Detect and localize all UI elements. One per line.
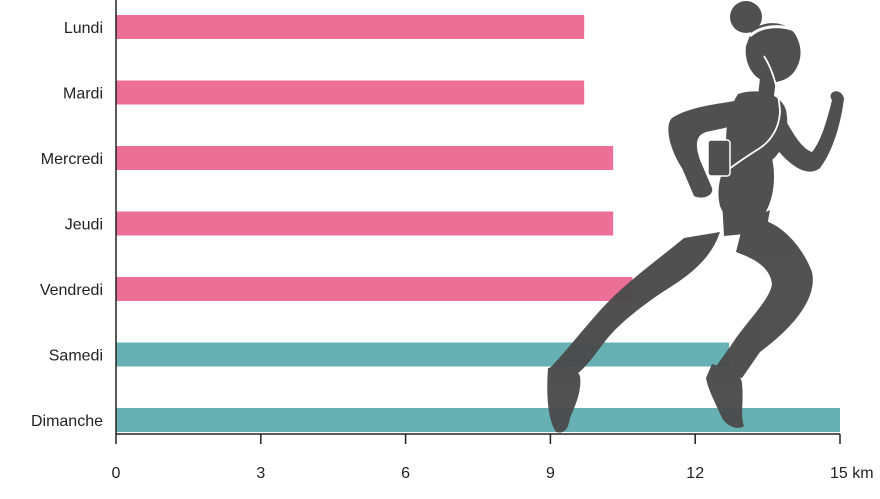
- x-tick-label-15: 15 km: [830, 465, 874, 482]
- category-label-dimanche: Dimanche: [31, 413, 103, 430]
- category-label-mercredi: Mercredi: [41, 151, 103, 168]
- category-label-samedi: Samedi: [49, 348, 103, 365]
- bar-vendredi: [116, 277, 633, 301]
- x-tick-label-12: 12: [686, 465, 704, 482]
- runner-silhouette-icon: [547, 1, 844, 433]
- category-label-mardi: Mardi: [63, 86, 103, 103]
- category-labels: Lundi Mardi Mercredi Jeudi Vendredi Samedi Dim…: [31, 20, 103, 430]
- x-tick-label-6: 6: [401, 465, 410, 482]
- category-label-vendredi: Vendredi: [40, 282, 103, 299]
- x-axis: 0 3 6 9 12 15 km: [112, 0, 874, 482]
- category-label-jeudi: Jeudi: [65, 217, 103, 234]
- x-tick-label-9: 9: [546, 465, 555, 482]
- bar-lundi: [116, 15, 585, 39]
- bar-mercredi: [116, 146, 614, 170]
- bar-mardi: [116, 80, 585, 105]
- x-tick-label-0: 0: [112, 465, 121, 482]
- category-label-lundi: Lundi: [64, 20, 103, 37]
- bars-layer: [116, 15, 840, 432]
- bar-samedi: [116, 342, 729, 367]
- bar-jeudi: [116, 211, 614, 236]
- x-tick-label-3: 3: [256, 465, 265, 482]
